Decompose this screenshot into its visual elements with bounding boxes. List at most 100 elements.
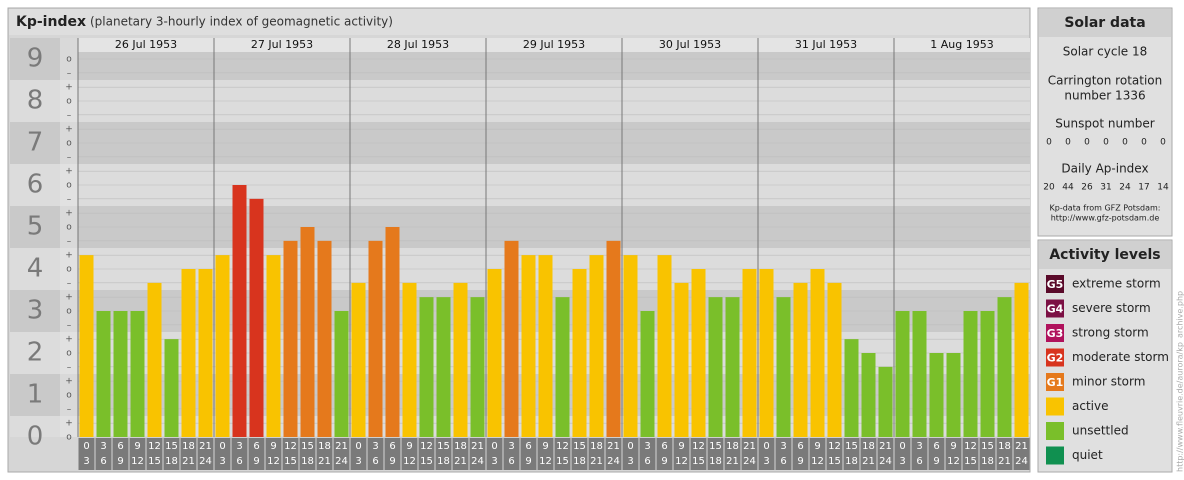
hour-from: 21	[471, 441, 484, 452]
hour-to: 15	[284, 456, 297, 467]
bar	[1014, 282, 1029, 437]
level-swatch	[1046, 397, 1064, 416]
level-swatch	[1046, 446, 1064, 465]
hour-to: 24	[335, 456, 348, 467]
subtick-label: –	[67, 278, 72, 288]
hour-to: 9	[525, 456, 531, 467]
sunspot-value: 0	[1046, 138, 1052, 148]
kp-label: 4	[27, 254, 44, 284]
hour-to: 6	[916, 456, 922, 467]
hour-to: 18	[709, 456, 722, 467]
hour-to: 12	[403, 456, 416, 467]
subtitle: (planetary 3-hourly index of geomagnetic…	[90, 15, 393, 29]
bar	[895, 311, 910, 437]
activity-title-bar	[1039, 241, 1171, 269]
kp-label: 6	[27, 170, 44, 200]
hour-to: 21	[998, 456, 1011, 467]
day-label: 1 Aug 1953	[930, 38, 993, 51]
source: Kp-data from GFZ Potsdam:	[1050, 204, 1161, 213]
sunspot-value: 0	[1103, 138, 1109, 148]
hour-from: 15	[437, 441, 450, 452]
bar	[436, 297, 451, 437]
subtick-label: +	[65, 377, 73, 387]
kp-band	[10, 416, 1030, 437]
hour-box	[299, 438, 316, 470]
hour-to: 15	[828, 456, 841, 467]
level-swatch	[1046, 299, 1064, 318]
hour-box	[554, 438, 571, 470]
hour-to: 12	[267, 456, 280, 467]
bar	[470, 297, 485, 437]
kp-label: 5	[27, 212, 44, 242]
hour-from: 0	[83, 441, 89, 452]
hour-to: 12	[947, 456, 960, 467]
level-label: quiet	[1072, 448, 1103, 462]
hour-from: 12	[828, 441, 841, 452]
bar	[385, 227, 400, 437]
hour-from: 0	[355, 441, 361, 452]
hour-box	[384, 438, 401, 470]
hour-to: 15	[556, 456, 569, 467]
bar	[810, 269, 825, 437]
level-badge: G3	[1047, 327, 1064, 340]
sunspot-value: 0	[1141, 138, 1147, 148]
subtick-label: +	[65, 209, 73, 219]
credit: http://www.fleuvrie.de/aurora/kp_archive…	[1176, 291, 1184, 472]
hour-from: 18	[862, 441, 875, 452]
hour-to: 6	[372, 456, 378, 467]
bar	[504, 240, 519, 437]
subtick-label: +	[65, 419, 73, 429]
hour-to: 12	[811, 456, 824, 467]
hour-box	[656, 438, 673, 470]
level-label: extreme storm	[1072, 277, 1161, 291]
carrington-1: Carrington rotation	[1048, 74, 1162, 88]
hour-from: 6	[117, 441, 123, 452]
hour-from: 21	[335, 441, 348, 452]
subtick-label: –	[67, 362, 72, 372]
subtick-label: –	[67, 320, 72, 330]
hour-from: 21	[879, 441, 892, 452]
hour-to: 18	[437, 456, 450, 467]
carrington-2: number 1336	[1064, 89, 1145, 103]
level-label: severe storm	[1072, 301, 1151, 315]
bar	[453, 282, 468, 437]
hour-from: 18	[318, 441, 331, 452]
bar	[538, 255, 553, 437]
hour-to: 18	[301, 456, 314, 467]
level-label: strong storm	[1072, 326, 1149, 340]
bar	[946, 353, 961, 437]
day-label: 27 Jul 1953	[251, 38, 313, 51]
bar	[572, 269, 587, 437]
bar	[827, 282, 842, 437]
hour-from: 9	[678, 441, 684, 452]
sunspot-value: 0	[1065, 138, 1071, 148]
hour-to: 15	[148, 456, 161, 467]
hour-from: 0	[763, 441, 769, 452]
bar	[283, 240, 298, 437]
subtick-label: –	[67, 236, 72, 246]
bar	[266, 255, 281, 437]
hour-from: 3	[780, 441, 786, 452]
bar	[181, 269, 196, 437]
hour-from: 6	[933, 441, 939, 452]
hour-box	[163, 438, 180, 470]
hour-from: 9	[134, 441, 140, 452]
subtick-label: –	[67, 404, 72, 414]
subtick-label: –	[67, 110, 72, 120]
hour-to: 6	[508, 456, 514, 467]
hour-from: 18	[998, 441, 1011, 452]
bar	[249, 198, 264, 437]
bar	[79, 255, 94, 437]
solar-title-bar	[1039, 9, 1171, 37]
hour-from: 12	[284, 441, 297, 452]
bar	[776, 297, 791, 437]
bar	[130, 311, 145, 437]
hour-to: 24	[743, 456, 756, 467]
subtick-label: +	[65, 293, 73, 303]
kp-label: 3	[27, 296, 44, 326]
hour-from: 21	[743, 441, 756, 452]
title: Kp-index	[16, 14, 86, 30]
hour-from: 0	[627, 441, 633, 452]
kp-label: 9	[27, 44, 44, 74]
sunspot-value: 0	[1084, 138, 1090, 148]
